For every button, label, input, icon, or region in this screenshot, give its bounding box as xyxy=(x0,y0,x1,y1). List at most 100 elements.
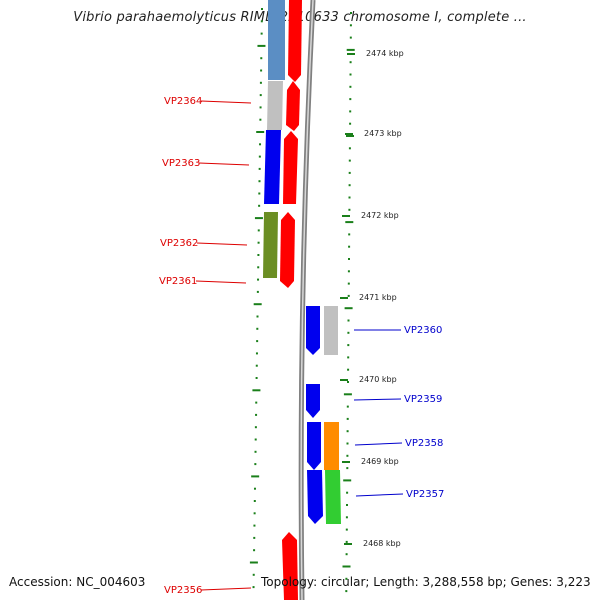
gene-feature-vp2361-red[interactable] xyxy=(280,212,295,288)
tick-mark xyxy=(345,540,348,543)
gene-feature-vp2363-red[interactable] xyxy=(283,131,298,204)
gene-label-left[interactable]: VP2363 xyxy=(162,158,200,169)
gene-label-left[interactable]: VP2356 xyxy=(164,585,202,596)
tick-mark xyxy=(258,155,261,158)
tick-mark xyxy=(258,204,261,207)
gene-feature-vp2364-silver[interactable] xyxy=(267,81,283,130)
tick-mark xyxy=(256,290,259,293)
tick-mark xyxy=(252,389,261,392)
tick-mark xyxy=(253,303,262,306)
label-leader-line xyxy=(195,280,247,284)
tick-mark xyxy=(349,61,352,64)
kbp-tick xyxy=(340,297,348,299)
gene-feature-vp2360-blue[interactable] xyxy=(306,306,320,355)
label-leader-line xyxy=(200,100,252,104)
tick-mark xyxy=(347,319,350,322)
label-leader-line xyxy=(196,242,248,246)
gene-label-right[interactable]: VP2358 xyxy=(405,438,443,449)
left-label-group: VP2364 VP2363 VP2362 VP2361 VP2356 xyxy=(159,96,252,596)
tick-mark xyxy=(350,12,352,14)
accession-text: Accession: NC_004603 xyxy=(9,575,146,589)
tick-mark xyxy=(249,561,258,564)
gene-feature-vp2364-red[interactable] xyxy=(286,81,300,131)
tick-mark xyxy=(349,85,352,88)
tick-mark xyxy=(259,81,262,84)
gene-feature-vp2362-olive[interactable] xyxy=(263,212,278,278)
tick-mark xyxy=(258,180,261,183)
gene-label-right[interactable]: VP2360 xyxy=(404,325,442,336)
tick-mark xyxy=(251,475,260,478)
chromosome-backbone-highlight xyxy=(300,0,314,600)
gene-feature-vp2357-green[interactable] xyxy=(325,470,341,524)
kbp-tick xyxy=(345,133,353,135)
tick-mark xyxy=(348,208,351,211)
tick-mark xyxy=(253,500,256,502)
tick-mark xyxy=(253,524,256,527)
tick-mark xyxy=(346,504,348,506)
tick-mark xyxy=(343,479,352,482)
tick-mark xyxy=(347,356,350,359)
gene-feature-vp2356-red[interactable] xyxy=(282,532,298,600)
tick-mark xyxy=(252,586,255,589)
tick-mark xyxy=(258,167,261,170)
kbp-label: 2471 kbp xyxy=(359,293,397,302)
tick-mark xyxy=(257,44,266,47)
gene-feature-vp2358-orange[interactable] xyxy=(324,422,339,470)
gene-label-left[interactable]: VP2364 xyxy=(164,96,202,107)
kbp-tick xyxy=(344,543,352,545)
tick-mark xyxy=(342,565,351,568)
tick-mark xyxy=(259,143,262,146)
gene-label-left[interactable]: VP2361 xyxy=(159,276,197,287)
gene-label-right[interactable]: VP2357 xyxy=(406,489,444,500)
gene-feature-left-steelblue[interactable] xyxy=(268,0,285,80)
gene-feature-left-red-top[interactable] xyxy=(288,0,302,82)
gene-label-left[interactable]: VP2362 xyxy=(160,238,198,249)
tick-mark xyxy=(253,549,256,552)
tick-mark xyxy=(346,405,349,408)
tick-mark xyxy=(261,8,263,10)
tick-mark xyxy=(260,57,263,60)
tick-mark xyxy=(346,48,355,51)
tick-mark xyxy=(345,577,348,580)
tick-mark xyxy=(348,245,351,248)
gene-feature-vp2360-silver[interactable] xyxy=(324,306,338,355)
kbp-label: 2470 kbp xyxy=(359,375,397,384)
label-leader-line xyxy=(354,442,403,446)
tick-mark xyxy=(347,270,350,273)
tick-mark xyxy=(255,377,258,379)
tick-mark xyxy=(344,307,353,310)
gene-feature-vp2363-blue[interactable] xyxy=(264,130,281,204)
tick-mark xyxy=(347,368,350,371)
tick-mark xyxy=(259,106,262,109)
tick-mark xyxy=(254,217,263,220)
tick-mark xyxy=(345,528,348,531)
tick-mark xyxy=(347,282,350,285)
tick-mark xyxy=(347,294,350,297)
tick-mark xyxy=(349,24,352,27)
tick-mark xyxy=(349,73,352,76)
tick-mark xyxy=(347,331,350,334)
kbp-tick xyxy=(340,379,348,381)
gene-feature-vp2357-blue[interactable] xyxy=(307,470,323,524)
label-leader-line xyxy=(198,162,250,166)
tick-mark xyxy=(349,36,352,39)
tick-mark xyxy=(257,254,260,256)
gene-feature-vp2358-blue[interactable] xyxy=(307,422,321,470)
tick-mark xyxy=(254,463,257,466)
tick-mark xyxy=(256,327,259,330)
tick-mark xyxy=(347,344,350,347)
tick-mark xyxy=(346,135,354,137)
tick-mark xyxy=(260,32,263,35)
gene-label-right[interactable]: VP2359 xyxy=(404,394,442,405)
label-leader-line xyxy=(353,398,402,401)
tick-mark xyxy=(253,512,256,515)
tick-mark xyxy=(347,381,349,383)
tick-mark xyxy=(259,118,262,121)
tick-mark xyxy=(255,364,258,367)
gene-feature-vp2359-blue[interactable] xyxy=(306,384,320,418)
tick-mark xyxy=(258,192,261,195)
tick-mark xyxy=(343,393,352,396)
kbp-label: 2472 kbp xyxy=(361,211,399,220)
tick-mark xyxy=(257,266,260,269)
